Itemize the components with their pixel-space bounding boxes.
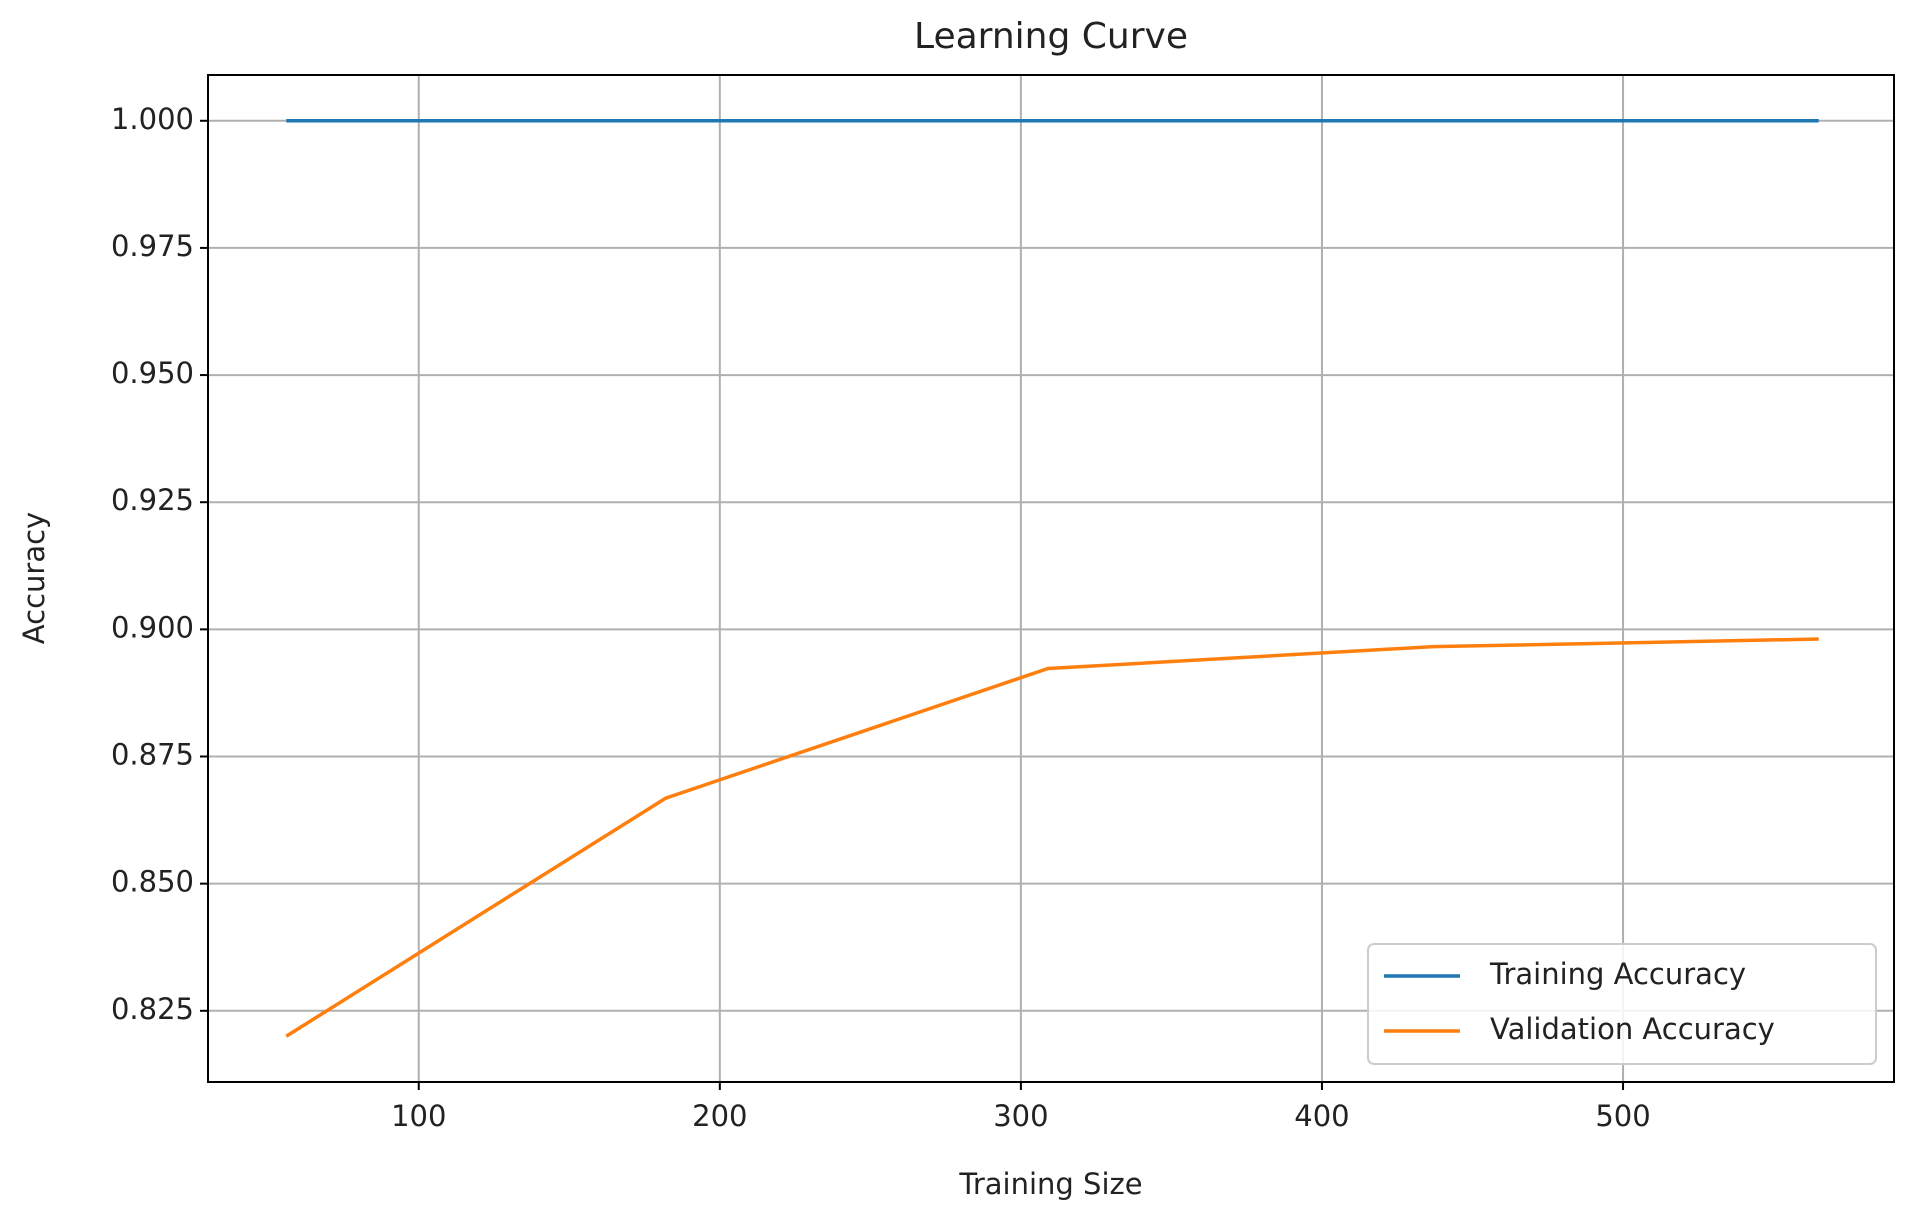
x-tick-label: 400 <box>1294 1099 1349 1133</box>
y-tick-label: 0.825 <box>111 992 194 1026</box>
y-tick-label: 0.900 <box>111 610 194 644</box>
y-tick-label: 0.875 <box>111 738 194 772</box>
plot-frame <box>207 74 1895 1083</box>
x-tick-label: 200 <box>692 1099 747 1133</box>
y-tick-label: 0.850 <box>111 865 194 899</box>
x-axis-label: Training Size <box>958 1167 1142 1201</box>
y-tick-label: 0.950 <box>111 356 194 390</box>
x-tick-label: 300 <box>993 1099 1048 1133</box>
y-tick-label: 0.975 <box>111 229 194 263</box>
y-tick-label: 1.000 <box>111 102 194 136</box>
legend-label: Training Accuracy <box>1489 957 1746 991</box>
legend-label: Validation Accuracy <box>1490 1012 1775 1046</box>
x-tick-label: 100 <box>391 1099 446 1133</box>
series-line <box>285 637 1819 1038</box>
y-axis-label: Accuracy <box>17 512 51 644</box>
x-tick-label: 500 <box>1595 1099 1650 1133</box>
legend-box <box>1367 943 1877 1065</box>
chart-title: Learning Curve <box>914 16 1188 57</box>
y-tick-label: 0.925 <box>111 483 194 517</box>
